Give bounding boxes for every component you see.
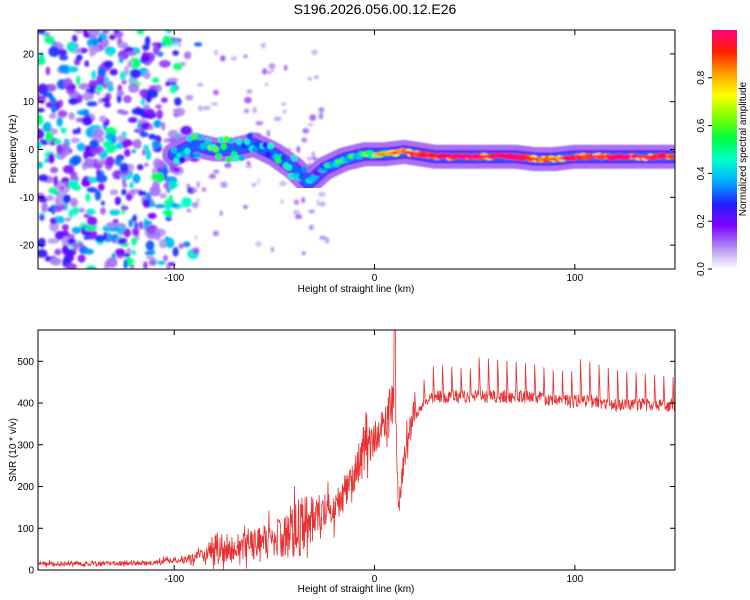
y-tick-label: 10 — [23, 97, 35, 108]
y-tick-label: 300 — [17, 440, 34, 451]
spectrogram-xlabel: Height of straight line (km) — [298, 284, 415, 295]
colorbar-tick-label: 0.2 — [696, 214, 707, 228]
colorbar-gradient — [712, 30, 737, 269]
x-tick-label: 100 — [566, 574, 583, 585]
y-tick-label: 400 — [17, 399, 34, 410]
colorbar-tick-label: 0.0 — [696, 262, 707, 276]
colorbar: 0.0 0.2 0.4 0.6 0.8 Normalized spectral ampl… — [696, 30, 749, 276]
y-tick-label: 200 — [17, 482, 34, 493]
colorbar-ticks: 0.0 0.2 0.4 0.6 0.8 — [696, 70, 712, 276]
spectrogram-ylabel: Frequency (Hz) — [8, 115, 19, 184]
x-tick-label: 100 — [566, 273, 583, 284]
snr-frame — [37, 329, 676, 571]
x-tick-label: 0 — [372, 273, 378, 284]
colorbar-tick-label: 0.4 — [696, 166, 707, 180]
x-tick-label: -100 — [164, 574, 184, 585]
snr-ticks: -100 0 100 0 100 200 300 400 500 — [17, 330, 675, 585]
snr-panel: -100 0 100 0 100 200 300 400 500 Height of strai… — [8, 329, 676, 595]
y-tick-label: 100 — [17, 524, 34, 535]
y-tick-label: 500 — [17, 357, 34, 368]
x-tick-label: -100 — [164, 273, 184, 284]
snr-xlabel: Height of straight line (km) — [298, 584, 415, 595]
y-tick-label: 0 — [28, 145, 34, 156]
colorbar-tick-label: 0.8 — [696, 70, 707, 84]
colorbar-label: Normalized spectral amplitude — [738, 81, 749, 216]
snr-plot-area — [38, 330, 675, 570]
snr-series-line — [38, 330, 675, 570]
y-tick-label: -20 — [20, 241, 35, 252]
spectrogram-image — [38, 30, 675, 269]
x-tick-label: 0 — [372, 574, 378, 585]
y-tick-label: -10 — [20, 193, 35, 204]
snr-ylabel: SNR (10 * v/v) — [8, 418, 19, 482]
colorbar-tick-label: 0.6 — [696, 118, 707, 132]
y-tick-label: 20 — [23, 49, 35, 60]
figure-title: S196.2026.056.00.12.E26 — [294, 1, 457, 17]
y-tick-label: 0 — [28, 566, 34, 577]
